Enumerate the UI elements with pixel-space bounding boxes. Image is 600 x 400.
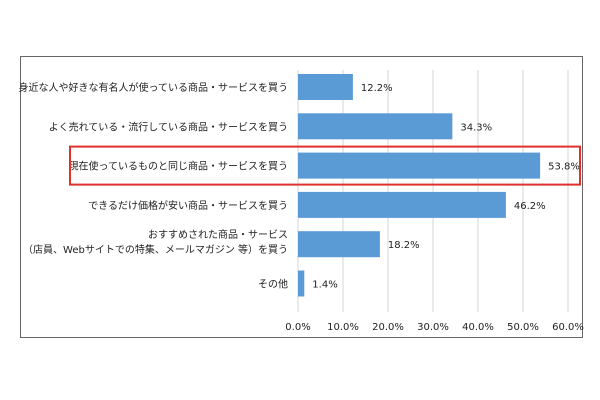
bar xyxy=(298,270,305,297)
x-tick-label: 60.0% xyxy=(552,322,584,333)
highlight-box xyxy=(69,145,581,186)
category-label: （店員、Webサイトでの特集、メールマガジン 等）を買う xyxy=(23,243,288,256)
bar xyxy=(298,74,353,100)
bar xyxy=(298,191,506,218)
bar xyxy=(298,113,453,140)
category-label: おすすめされた商品・サービス xyxy=(148,228,288,241)
x-tick-label: 10.0% xyxy=(327,322,359,333)
category-label: よく売れている・流行している商品・サービスを買う xyxy=(49,120,288,133)
category-label: 現在使っているものと同じ商品・サービスを買う xyxy=(69,160,289,173)
x-tick-label: 50.0% xyxy=(507,322,539,333)
value-label: 12.2% xyxy=(361,83,393,94)
x-tick-label: 40.0% xyxy=(462,322,494,333)
category-label: その他 xyxy=(258,278,288,291)
value-label: 1.4% xyxy=(312,280,337,291)
value-label: 34.3% xyxy=(460,122,492,133)
x-tick-label: 30.0% xyxy=(417,322,449,333)
value-label: 46.2% xyxy=(514,201,546,212)
category-label: 身近な人や好きな有名人が使っている商品・サービスを買う xyxy=(19,81,289,94)
value-label: 18.2% xyxy=(388,240,420,251)
bar xyxy=(298,231,380,258)
bar xyxy=(298,152,541,179)
value-label: 53.8% xyxy=(548,162,580,173)
x-tick-label: 0.0% xyxy=(285,322,310,333)
category-label: できるだけ価格が安い商品・サービスを買う xyxy=(88,199,288,212)
x-tick-label: 20.0% xyxy=(372,322,404,333)
